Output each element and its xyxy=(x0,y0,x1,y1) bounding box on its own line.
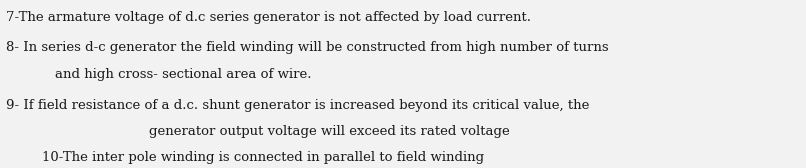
Text: and high cross- sectional area of wire.: and high cross- sectional area of wire. xyxy=(55,68,311,81)
Text: 7-The armature voltage of d.c series generator is not affected by load current.: 7-The armature voltage of d.c series gen… xyxy=(6,11,531,24)
Text: 9- If field resistance of a d.c. shunt generator is increased beyond its critica: 9- If field resistance of a d.c. shunt g… xyxy=(6,98,590,112)
Text: 8- In series d-c generator the field winding will be constructed from high numbe: 8- In series d-c generator the field win… xyxy=(6,41,609,54)
Text: 10-The inter pole winding is connected in parallel to field winding: 10-The inter pole winding is connected i… xyxy=(42,151,484,164)
Text: generator output voltage will exceed its rated voltage: generator output voltage will exceed its… xyxy=(149,125,510,138)
